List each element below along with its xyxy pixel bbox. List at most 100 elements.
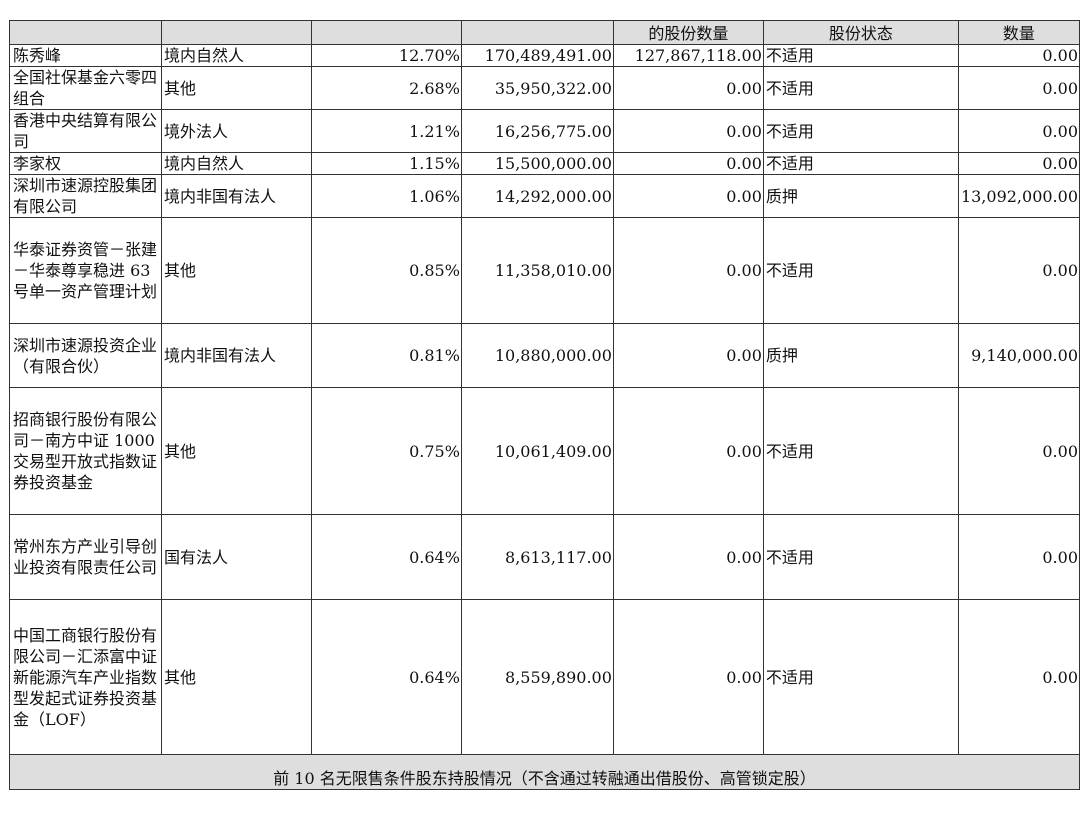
row-type-cell: 境内非国有法人 [160, 323, 312, 388]
table-row: 香港中央结算有限公司 境外法人 1.21% 16,256,775.00 0.00 不适用 0… [9, 109, 1080, 153]
row-shares-cell: 14,292,000.00 [460, 174, 614, 218]
row-qty-cell: 0.00 [957, 152, 1080, 175]
row-status-cell: 质押 [762, 174, 959, 218]
row-type-cell: 其他 [160, 599, 312, 755]
row-restricted-cell: 0.00 [612, 323, 764, 388]
row-restricted-cell: 0.00 [612, 599, 764, 755]
header-cell-pct [310, 20, 462, 45]
row-shares-cell: 15,500,000.00 [460, 152, 614, 175]
row-pct-cell: 0.75% [310, 387, 462, 515]
header-cell-restricted: 的股份数量 [612, 20, 764, 45]
row-name-cell: 李家权 [9, 152, 162, 175]
header-cell-status: 股份状态 [762, 20, 959, 45]
row-status-cell: 不适用 [762, 109, 959, 153]
row-name-cell: 招商银行股份有限公司－南方中证 1000 交易型开放式指数证券投资基金 [9, 387, 162, 515]
row-pct-cell: 1.15% [310, 152, 462, 175]
section-title: 前 10 名无限售条件股东持股情况（不含通过转融通出借股份、高管锁定股） [9, 754, 1080, 790]
shareholder-name: 深圳市速源投资企业（有限合伙） [13, 335, 158, 376]
row-pct-cell: 12.70% [310, 44, 462, 67]
header-cell-type [160, 20, 312, 45]
row-shares-cell: 10,880,000.00 [460, 323, 614, 388]
header-cell-shares [460, 20, 614, 45]
row-restricted-cell: 0.00 [612, 514, 764, 600]
row-name-cell: 常州东方产业引导创业投资有限责任公司 [9, 514, 162, 600]
shareholder-name: 中国工商银行股份有限公司－汇添富中证新能源汽车产业指数型发起式证券投资基金（LO… [13, 625, 158, 729]
shareholder-name: 李家权 [13, 154, 62, 173]
row-status-cell: 不适用 [762, 152, 959, 175]
header-cell-qty: 数量 [957, 20, 1080, 45]
table-row: 陈秀峰 境内自然人 12.70% 170,489,491.00 127,867,118.… [9, 44, 1080, 67]
table-row: 常州东方产业引导创业投资有限责任公司 国有法人 0.64% 8,613,117.00 0… [9, 514, 1080, 600]
header-cell-name [9, 20, 162, 45]
row-shares-cell: 170,489,491.00 [460, 44, 614, 67]
row-qty-cell: 0.00 [957, 387, 1080, 515]
table-row: 华泰证券资管－张建－华泰尊享稳进 63 号单一资产管理计划 其他 0.85% 11,3… [9, 217, 1080, 324]
row-pct-cell: 2.68% [310, 66, 462, 110]
shareholder-name: 华泰证券资管－张建－华泰尊享稳进 63 号单一资产管理计划 [13, 240, 158, 301]
row-type-cell: 国有法人 [160, 514, 312, 600]
shareholder-name: 深圳市速源控股集团有限公司 [13, 176, 158, 216]
row-status-cell: 不适用 [762, 599, 959, 755]
row-qty-cell: 0.00 [957, 217, 1080, 324]
row-qty-cell: 0.00 [957, 109, 1080, 153]
row-qty-cell: 0.00 [957, 44, 1080, 67]
row-name-cell: 陈秀峰 [9, 44, 162, 67]
row-name-cell: 深圳市速源控股集团有限公司 [9, 174, 162, 218]
row-name-cell: 深圳市速源投资企业（有限合伙） [9, 323, 162, 388]
row-type-cell: 其他 [160, 387, 312, 515]
row-status-cell: 不适用 [762, 387, 959, 515]
row-shares-cell: 8,613,117.00 [460, 514, 614, 600]
row-status-cell: 不适用 [762, 514, 959, 600]
row-qty-cell: 13,092,000.00 [957, 174, 1080, 218]
row-name-cell: 华泰证券资管－张建－华泰尊享稳进 63 号单一资产管理计划 [9, 217, 162, 324]
row-restricted-cell: 0.00 [612, 66, 764, 110]
table-row: 李家权 境内自然人 1.15% 15,500,000.00 0.00 不适用 0.00 [9, 152, 1080, 175]
row-type-cell: 境外法人 [160, 109, 312, 153]
row-name-cell: 香港中央结算有限公司 [9, 109, 162, 153]
row-qty-cell: 9,140,000.00 [957, 323, 1080, 388]
row-restricted-cell: 127,867,118.00 [612, 44, 764, 67]
table-row: 中国工商银行股份有限公司－汇添富中证新能源汽车产业指数型发起式证券投资基金（LO… [9, 599, 1080, 755]
row-type-cell: 境内自然人 [160, 152, 312, 175]
row-restricted-cell: 0.00 [612, 109, 764, 153]
row-pct-cell: 0.85% [310, 217, 462, 324]
shareholder-table: 的股份数量 股份状态 数量 陈秀峰 境内自然人 12.70% 170,489,491.… [9, 20, 1080, 790]
row-qty-cell: 0.00 [957, 66, 1080, 110]
row-type-cell: 其他 [160, 217, 312, 324]
row-pct-cell: 1.21% [310, 109, 462, 153]
shareholder-name: 招商银行股份有限公司－南方中证 1000 交易型开放式指数证券投资基金 [13, 410, 158, 492]
row-qty-cell: 0.00 [957, 599, 1080, 755]
shareholder-name: 全国社保基金六零四组合 [13, 68, 158, 108]
shareholder-name: 陈秀峰 [13, 46, 62, 65]
row-restricted-cell: 0.00 [612, 387, 764, 515]
row-restricted-cell: 0.00 [612, 217, 764, 324]
row-type-cell: 境内自然人 [160, 44, 312, 67]
row-status-cell: 质押 [762, 323, 959, 388]
row-pct-cell: 0.64% [310, 514, 462, 600]
row-status-cell: 不适用 [762, 217, 959, 324]
row-shares-cell: 35,950,322.00 [460, 66, 614, 110]
row-pct-cell: 1.06% [310, 174, 462, 218]
row-type-cell: 境内非国有法人 [160, 174, 312, 218]
row-shares-cell: 8,559,890.00 [460, 599, 614, 755]
row-name-cell: 全国社保基金六零四组合 [9, 66, 162, 110]
row-restricted-cell: 0.00 [612, 152, 764, 175]
table-row: 全国社保基金六零四组合 其他 2.68% 35,950,322.00 0.00 不适用 0.… [9, 66, 1080, 110]
section-footer-row: 前 10 名无限售条件股东持股情况（不含通过转融通出借股份、高管锁定股） [9, 754, 1080, 790]
row-restricted-cell: 0.00 [612, 174, 764, 218]
row-shares-cell: 11,358,010.00 [460, 217, 614, 324]
table-header-row: 的股份数量 股份状态 数量 [9, 20, 1080, 45]
row-name-cell: 中国工商银行股份有限公司－汇添富中证新能源汽车产业指数型发起式证券投资基金（LO… [9, 599, 162, 755]
shareholder-name: 香港中央结算有限公司 [13, 111, 158, 151]
table-row: 深圳市速源投资企业（有限合伙） 境内非国有法人 0.81% 10,880,000.00… [9, 323, 1080, 388]
row-shares-cell: 10,061,409.00 [460, 387, 614, 515]
shareholder-name: 常州东方产业引导创业投资有限责任公司 [13, 537, 158, 577]
table-row: 招商银行股份有限公司－南方中证 1000 交易型开放式指数证券投资基金 其他 0.7… [9, 387, 1080, 515]
table-row: 深圳市速源控股集团有限公司 境内非国有法人 1.06% 14,292,000.00 0.… [9, 174, 1080, 218]
row-type-cell: 其他 [160, 66, 312, 110]
row-pct-cell: 0.81% [310, 323, 462, 388]
row-pct-cell: 0.64% [310, 599, 462, 755]
row-shares-cell: 16,256,775.00 [460, 109, 614, 153]
row-qty-cell: 0.00 [957, 514, 1080, 600]
row-status-cell: 不适用 [762, 44, 959, 67]
